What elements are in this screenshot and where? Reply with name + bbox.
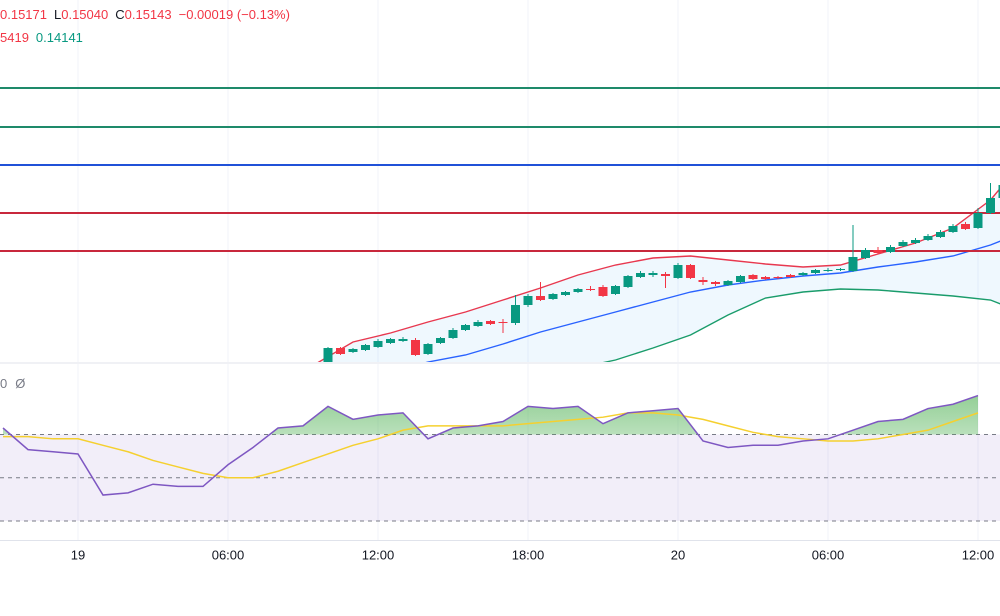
candle-body — [573, 289, 583, 292]
candle-body — [436, 338, 445, 343]
candle-body — [686, 265, 695, 278]
candle-body — [536, 296, 545, 300]
candle-body — [336, 348, 345, 354]
candle-body — [823, 270, 833, 271]
candle-body — [873, 250, 883, 253]
candle-body — [973, 213, 983, 228]
candle-body — [736, 276, 745, 282]
candle-body — [998, 185, 1000, 198]
candle-body — [648, 273, 658, 275]
candle-body — [773, 277, 783, 278]
candle-body — [361, 345, 370, 350]
x-tick-label: 20 — [671, 547, 685, 562]
legend-text: 0 — [0, 376, 8, 391]
candle-body — [848, 257, 858, 271]
candle-body — [561, 292, 570, 295]
x-tick-label: 19 — [71, 547, 85, 562]
candle-body — [461, 325, 470, 330]
candle-body — [673, 265, 683, 278]
candle-body — [598, 287, 608, 296]
legend-text: L — [54, 7, 62, 22]
overbought-fill — [3, 395, 978, 435]
candle-body — [448, 330, 458, 338]
candle-body — [761, 277, 770, 279]
candle-body — [636, 273, 645, 277]
candle-body — [811, 270, 820, 273]
candle-body — [948, 226, 958, 232]
legend-text: −0.00019 (−0.13%) — [178, 7, 290, 22]
band-middle — [425, 240, 1000, 362]
candle-body — [711, 282, 720, 284]
candle-body — [348, 349, 358, 352]
candle-body — [411, 340, 420, 355]
legend-text: C — [115, 7, 125, 22]
candle-body — [323, 348, 333, 362]
candle-body — [961, 224, 970, 229]
candle-body — [398, 339, 408, 341]
candle-body — [486, 321, 495, 324]
overbought-area — [3, 395, 978, 435]
ohlc-legend: 0.15171 L 0.15040 C 0.15143 −0.00019 (−0.13%) — [0, 7, 290, 22]
candle-body — [798, 273, 808, 275]
candle-body — [698, 280, 708, 282]
candle-body — [511, 305, 520, 323]
candle-body — [886, 247, 895, 252]
legend-text: 0.15143 — [124, 7, 172, 22]
band-upper — [317, 187, 1000, 362]
candle-body — [748, 275, 758, 279]
candle-body — [623, 276, 633, 287]
candle-body — [611, 286, 620, 294]
candle-body — [923, 236, 933, 240]
legend-text: 0.14141 — [35, 30, 83, 45]
x-tick-label: 18:00 — [512, 547, 545, 562]
band-lower — [602, 288, 1000, 362]
rsi-pane — [0, 364, 1000, 540]
price-pane — [0, 0, 1000, 362]
indicator-legend: 5419 0.14141 — [0, 30, 83, 45]
candle-body — [898, 242, 908, 246]
candle-body — [523, 296, 533, 305]
x-tick-label: 06:00 — [812, 547, 845, 562]
legend-text: 0.15040 — [61, 7, 109, 22]
candle-body — [473, 322, 483, 326]
candle-body — [386, 339, 395, 343]
candle-body — [786, 275, 795, 277]
rsi-line — [2, 394, 979, 496]
candle-body — [911, 240, 920, 243]
band-fill — [318, 188, 1000, 362]
candle-body — [936, 232, 945, 237]
x-tick-label: 12:00 — [962, 547, 995, 562]
candle-body — [661, 274, 670, 276]
candle-body — [498, 322, 508, 323]
candle-body — [861, 250, 870, 258]
legend-text: Ø — [15, 376, 26, 391]
candle-body — [836, 269, 845, 270]
candle-body — [986, 198, 995, 213]
x-tick-label: 06:00 — [212, 547, 245, 562]
x-tick-label: 12:00 — [362, 547, 395, 562]
candle-body — [723, 281, 733, 285]
legend-text: 5419 — [0, 30, 29, 45]
candle-body — [373, 341, 383, 347]
candle-body — [586, 289, 595, 290]
candle-body — [548, 294, 558, 299]
legend-text: 0.15171 — [0, 7, 47, 22]
candle-body — [423, 344, 433, 354]
